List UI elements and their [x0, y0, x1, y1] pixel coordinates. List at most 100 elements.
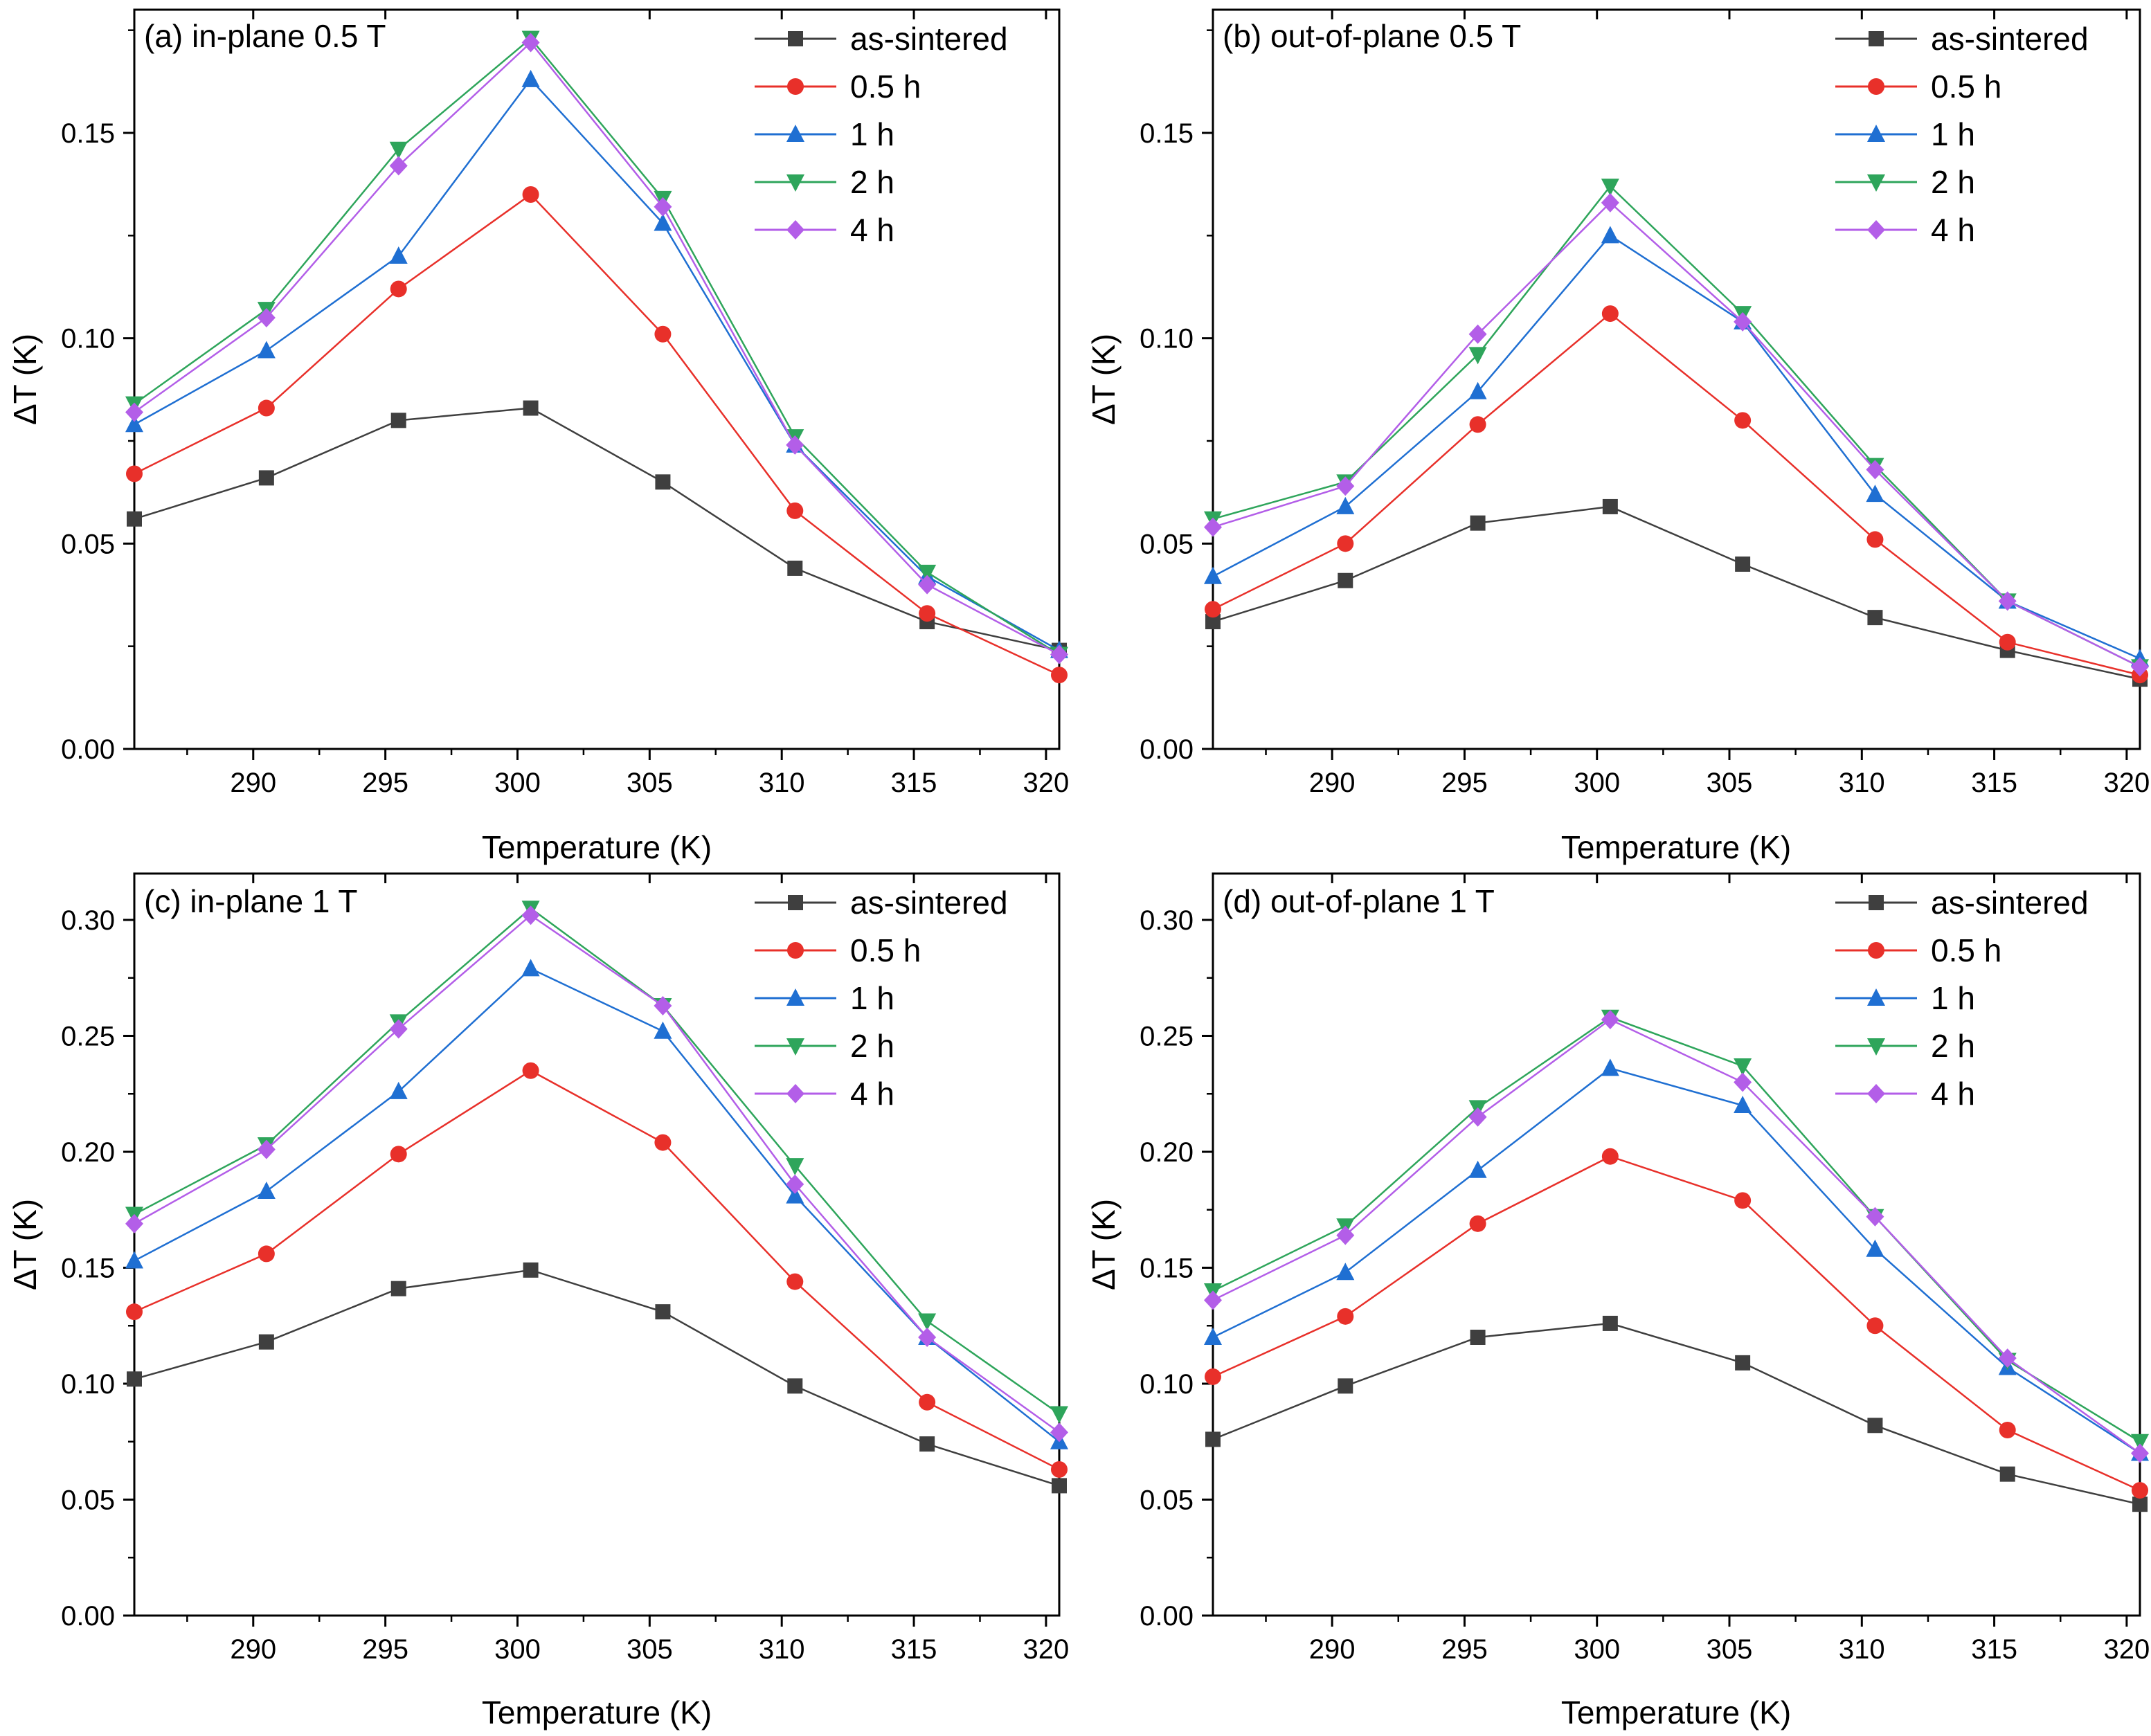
data-point-0-3: [1602, 1315, 1618, 1331]
data-point-0-1: [258, 1334, 274, 1350]
data-point-1-1: [258, 399, 275, 417]
x-tick-label: 310: [1839, 768, 1885, 798]
legend-label: 0.5 h: [850, 932, 921, 968]
data-point-0-0: [127, 511, 142, 527]
data-point-4-6: [918, 575, 937, 595]
data-point-1-1: [1337, 535, 1354, 552]
data-point-4-2: [1468, 1107, 1487, 1127]
x-tick-label: 315: [1971, 1634, 2017, 1665]
data-point-4-0: [1204, 517, 1222, 537]
data-point-1-6: [919, 1393, 936, 1411]
data-point-0-2: [1470, 515, 1486, 531]
x-tick-label: 300: [494, 1634, 541, 1665]
legend-label: 4 h: [1931, 1076, 1975, 1112]
legend-marker: [786, 220, 804, 239]
series-line-2: [134, 78, 1060, 651]
data-point-4-3: [521, 33, 540, 53]
data-point-2-5: [1866, 485, 1884, 503]
data-point-4-5: [1866, 1206, 1884, 1227]
data-point-2-1: [1336, 1263, 1355, 1281]
data-point-4-4: [654, 995, 672, 1015]
data-point-1-0: [126, 465, 143, 482]
data-point-4-1: [257, 1139, 276, 1159]
data-point-0-2: [1470, 1330, 1486, 1345]
y-tick-label: 0.10: [1140, 1369, 1194, 1400]
x-tick-label: 300: [1574, 1634, 1620, 1665]
x-tick-label: 315: [891, 768, 937, 798]
x-tick-label: 320: [2103, 1634, 2150, 1665]
data-point-4-5: [786, 435, 804, 455]
y-tick-label: 0.20: [61, 1137, 115, 1168]
x-tick-label: 305: [1707, 768, 1753, 798]
data-point-1-3: [522, 186, 539, 203]
series-line-1: [1212, 1155, 2141, 1492]
legend-marker: [786, 174, 804, 192]
legend-label: as-sintered: [1931, 21, 2089, 57]
data-point-1-5: [786, 502, 804, 519]
x-tick-label: 315: [1971, 768, 2017, 798]
x-tick-label: 295: [1441, 1634, 1488, 1665]
data-point-4-6: [1998, 1348, 2017, 1368]
series-line-1: [134, 193, 1060, 676]
data-point-0-1: [1338, 572, 1353, 588]
data-point-0-5: [1867, 610, 1883, 626]
legend-marker: [1867, 125, 1885, 142]
panel-c-plot-frame: [133, 872, 1061, 1617]
series-line-0: [1212, 505, 2141, 680]
data-point-1-3: [522, 1062, 539, 1079]
data-point-4-2: [389, 156, 408, 176]
panel-c-xlabel: Temperature (K): [482, 1694, 712, 1730]
data-point-1-4: [1734, 1192, 1752, 1209]
data-point-1-4: [654, 1134, 672, 1151]
panel-a: (a) in-plane 0.5 T Temperature (K) ΔT (K…: [7, 8, 1069, 865]
panel-a-ylabel: ΔT (K): [7, 334, 43, 425]
y-tick-label: 0.15: [1140, 1254, 1194, 1284]
panel-c-ylabel: ΔT (K): [7, 1199, 43, 1290]
series-line-0: [134, 407, 1060, 651]
series-line-3: [1212, 1016, 2141, 1443]
y-tick-label: 0.25: [1140, 1022, 1194, 1052]
data-point-4-7: [1050, 644, 1068, 664]
x-tick-label: 290: [230, 768, 276, 798]
y-tick-label: 0.15: [1140, 118, 1194, 149]
data-point-3-2: [1468, 347, 1487, 365]
panel-a-xlabel: Temperature (K): [482, 829, 712, 865]
series-line-2: [134, 967, 1060, 1443]
panel-b-plot-frame: [1212, 8, 2141, 750]
legend-label: 0.5 h: [1931, 932, 2001, 968]
data-point-4-3: [1601, 192, 1619, 213]
data-point-2-3: [1601, 226, 1619, 244]
data-point-4-4: [1734, 311, 1752, 332]
data-point-2-1: [257, 341, 276, 359]
series-line-0: [1212, 1322, 2141, 1506]
y-tick-label: 0.05: [1140, 529, 1194, 559]
y-tick-label: 0.00: [61, 734, 115, 765]
panel-d-ylabel: ΔT (K): [1086, 1199, 1122, 1290]
panel-a-title: (a) in-plane 0.5 T: [144, 18, 386, 54]
data-point-0-2: [390, 1281, 406, 1296]
data-point-2-3: [1601, 1058, 1619, 1076]
panel-d: (d) out-of-plane 1 T Temperature (K) ΔT …: [1086, 872, 2150, 1730]
x-tick-label: 310: [759, 1634, 805, 1665]
y-tick-label: 0.00: [1140, 734, 1194, 765]
series-line-4: [1212, 1018, 2141, 1454]
y-tick-label: 0.05: [61, 1485, 115, 1516]
data-point-3-6: [918, 564, 937, 582]
data-point-0-1: [1338, 1378, 1353, 1394]
legend-marker: [1868, 78, 1884, 95]
data-point-1-5: [786, 1273, 804, 1290]
data-point-1-0: [1205, 1368, 1221, 1385]
legend-marker: [787, 78, 804, 95]
data-point-1-7: [1051, 667, 1068, 684]
data-point-4-0: [1204, 1290, 1222, 1310]
legend-label: 1 h: [850, 980, 894, 1016]
legend-marker: [786, 1084, 804, 1103]
legend-label: 0.5 h: [1931, 69, 2001, 105]
data-point-2-3: [521, 959, 540, 977]
panel-b: (b) out-of-plane 0.5 T Temperature (K) Δ…: [1086, 8, 2150, 865]
data-point-2-2: [389, 1081, 408, 1099]
series-line-1: [1212, 312, 2141, 676]
legend-marker: [1867, 1038, 1885, 1056]
data-point-2-0: [1204, 1328, 1222, 1345]
